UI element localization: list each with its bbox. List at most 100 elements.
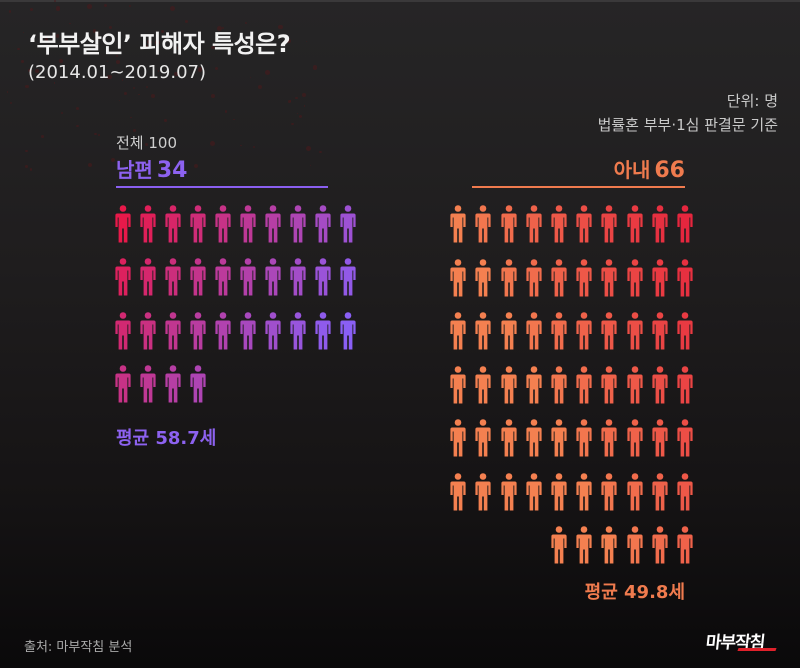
husband-count: 34: [156, 158, 188, 183]
wife-person-icon: [601, 258, 617, 297]
wife-label: 아내: [613, 158, 651, 182]
husband-person-icon: [290, 205, 306, 243]
splatter-dot: [296, 112, 299, 114]
splatter-dot: [111, 158, 116, 163]
wife-person-icon: [576, 419, 592, 457]
husband-person-icon: [215, 205, 231, 243]
husband-label: 남편: [116, 158, 153, 182]
splatter-dot: [295, 96, 298, 100]
splatter-dot: [124, 91, 128, 95]
splatter-dot: [25, 84, 29, 89]
husband-person-icon: [215, 311, 231, 350]
husband-divider: [116, 186, 328, 188]
splatter-dot: [9, 10, 12, 13]
wife-person-icon: [576, 258, 592, 297]
husband-person-icon: [265, 205, 281, 243]
splatter-dot: [197, 67, 203, 72]
splatter-dot: [88, 162, 92, 167]
splatter-dot: [264, 70, 270, 75]
husband-person-icon: [240, 205, 256, 243]
husband-person-icon: [190, 311, 206, 350]
splatter-dot: [87, 4, 92, 9]
wife-person-icon: [500, 472, 517, 511]
wife-person-icon: [500, 312, 517, 350]
wife-person-icon: [601, 526, 617, 564]
wife-person-icon: [677, 526, 693, 564]
splatter-dot: [146, 162, 149, 164]
splatter-dot: [69, 22, 71, 25]
wife-person-icon: [601, 365, 617, 404]
total-count: 전체 100: [116, 134, 177, 152]
husband-person-icon: [165, 258, 181, 296]
husband-person-icon: [115, 205, 131, 243]
wife-person-icon: [677, 205, 693, 243]
splatter-dot: [194, 164, 199, 168]
husband-person-icon: [190, 258, 206, 296]
wife-divider: [472, 186, 685, 188]
splatter-dot: [299, 115, 303, 119]
wife-person-icon: [450, 258, 466, 297]
splatter-dot: [249, 76, 251, 78]
splatter-dot: [138, 93, 141, 96]
husband-person-icon: [265, 311, 281, 350]
splatter-dot: [319, 150, 322, 154]
splatter-dot: [97, 134, 100, 137]
splatter-dot: [109, 26, 113, 30]
splatter-dot: [160, 29, 165, 34]
splatter-dot: [92, 28, 97, 33]
wife-person-icon: [576, 205, 592, 243]
wife-person-icon: [500, 365, 517, 404]
splatter-dot: [185, 19, 188, 23]
wife-person-icon: [677, 365, 693, 404]
splatter-dot: [169, 5, 175, 11]
wife-person-icon: [475, 419, 491, 457]
wife-person-icon: [626, 312, 643, 350]
wife-person-icon: [526, 365, 542, 404]
husband-person-icon: [240, 258, 256, 296]
splatter-dot: [287, 99, 291, 103]
splatter-dot: [147, 39, 152, 45]
wife-person-icon: [526, 419, 542, 457]
splatter-dot: [240, 144, 242, 147]
wife-count: 66: [654, 158, 685, 183]
husband-person-icon: [315, 205, 331, 243]
wife-person-icon: [576, 312, 592, 350]
splatter-dot: [128, 5, 131, 8]
wife-person-icon: [475, 472, 491, 511]
wife-person-icon: [601, 419, 617, 457]
splatter-dot: [29, 168, 33, 172]
husband-person-icon: [340, 258, 356, 296]
wife-person-icon: [500, 258, 517, 297]
splatter-dot: [144, 44, 148, 48]
top-border: [0, 0, 800, 2]
husband-person-icon: [190, 365, 206, 403]
splatter-dot: [58, 58, 64, 63]
husband-person-icon: [115, 365, 131, 403]
source-note: 출처: 마부작침 분석: [24, 640, 133, 655]
splatter-dot: [75, 106, 79, 110]
wife-person-icon: [551, 526, 567, 564]
splatter-dot: [132, 86, 135, 89]
splatter-dot: [118, 99, 120, 101]
wife-person-icon: [652, 365, 668, 404]
wife-person-icon: [551, 472, 567, 511]
splatter-dot: [278, 24, 283, 30]
husband-person-icon: [240, 311, 256, 350]
wife-person-icon: [626, 419, 643, 457]
wife-person-icon: [626, 472, 643, 511]
wife-person-icon: [551, 258, 567, 297]
splatter-dot: [252, 145, 256, 148]
logo-underline: [737, 648, 777, 651]
wife-person-icon: [500, 419, 517, 457]
wife-person-icon: [450, 472, 466, 511]
splatter-dot: [224, 109, 228, 113]
splatter-dot: [103, 3, 108, 7]
husband-person-icon: [165, 311, 181, 350]
wife-person-icon: [652, 312, 668, 350]
splatter-dot: [309, 164, 312, 167]
splatter-dot: [6, 91, 9, 93]
chart-title: ‘부부살인’ 피해자 특성은?: [28, 30, 291, 58]
wife-person-icon: [652, 205, 668, 243]
wife-person-icon: [626, 526, 643, 564]
wife-person-icon: [475, 205, 491, 243]
